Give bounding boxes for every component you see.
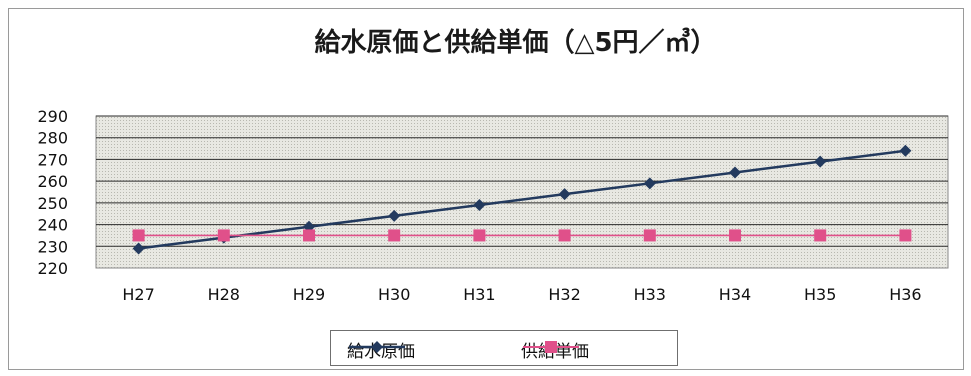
data-point-diamond — [388, 209, 401, 222]
data-point-diamond — [729, 166, 741, 179]
data-point-square — [558, 229, 571, 242]
y-tick-label: 220 — [37, 259, 68, 278]
x-tick-label: H34 — [719, 285, 751, 304]
legend-square-line-icon — [523, 341, 579, 353]
data-point-diamond — [132, 242, 145, 255]
data-point-diamond — [899, 144, 912, 157]
data-point-diamond — [643, 177, 656, 190]
data-point-diamond — [558, 188, 571, 201]
x-tick-label: H35 — [804, 285, 836, 304]
data-point-square — [303, 229, 315, 242]
y-tick-label: 270 — [37, 150, 68, 169]
data-point-square — [388, 229, 401, 242]
data-point-square — [814, 229, 827, 242]
y-tick-label: 290 — [37, 107, 68, 126]
x-tick-label: H28 — [208, 285, 240, 304]
y-tick-label: 230 — [37, 237, 68, 256]
y-tick-label: 260 — [37, 172, 68, 191]
x-tick-label: H33 — [634, 285, 666, 304]
data-point-square — [643, 229, 656, 242]
x-tick-label: H31 — [463, 285, 495, 304]
data-point-square — [217, 229, 230, 242]
y-tick-label: 250 — [37, 194, 68, 213]
data-point-square — [132, 229, 145, 242]
legend-item-series-2: 供給単価 — [521, 337, 589, 362]
y-tick-label: 280 — [37, 129, 68, 148]
series-line-1 — [138, 149, 906, 250]
series-group — [132, 144, 912, 255]
data-point-diamond — [814, 155, 827, 168]
chart-title: 給水原価と供給単価（△5円／㎥） — [314, 28, 717, 58]
data-point-diamond — [473, 199, 486, 212]
x-tick-label: H32 — [548, 285, 580, 304]
data-point-square — [473, 229, 486, 242]
x-axis: H27 H28 H29 H30 H31 H32 H33 H34 H35 H36 — [122, 285, 921, 304]
x-tick-label: H36 — [889, 285, 921, 304]
y-tick-label: 240 — [37, 216, 68, 235]
gridlines — [96, 115, 948, 247]
y-axis: 220 230 240 250 260 270 280 290 — [37, 107, 68, 278]
plot-area — [95, 115, 949, 269]
data-point-square — [899, 229, 912, 242]
legend: 給水原価 供給単価 — [330, 330, 678, 366]
data-point-square — [729, 229, 741, 242]
x-tick-label: H30 — [378, 285, 410, 304]
legend-item-series-1: 給水原価 — [347, 337, 415, 362]
x-tick-label: H27 — [122, 285, 154, 304]
x-tick-label: H29 — [293, 285, 325, 304]
legend-diamond-line-icon — [349, 341, 405, 353]
